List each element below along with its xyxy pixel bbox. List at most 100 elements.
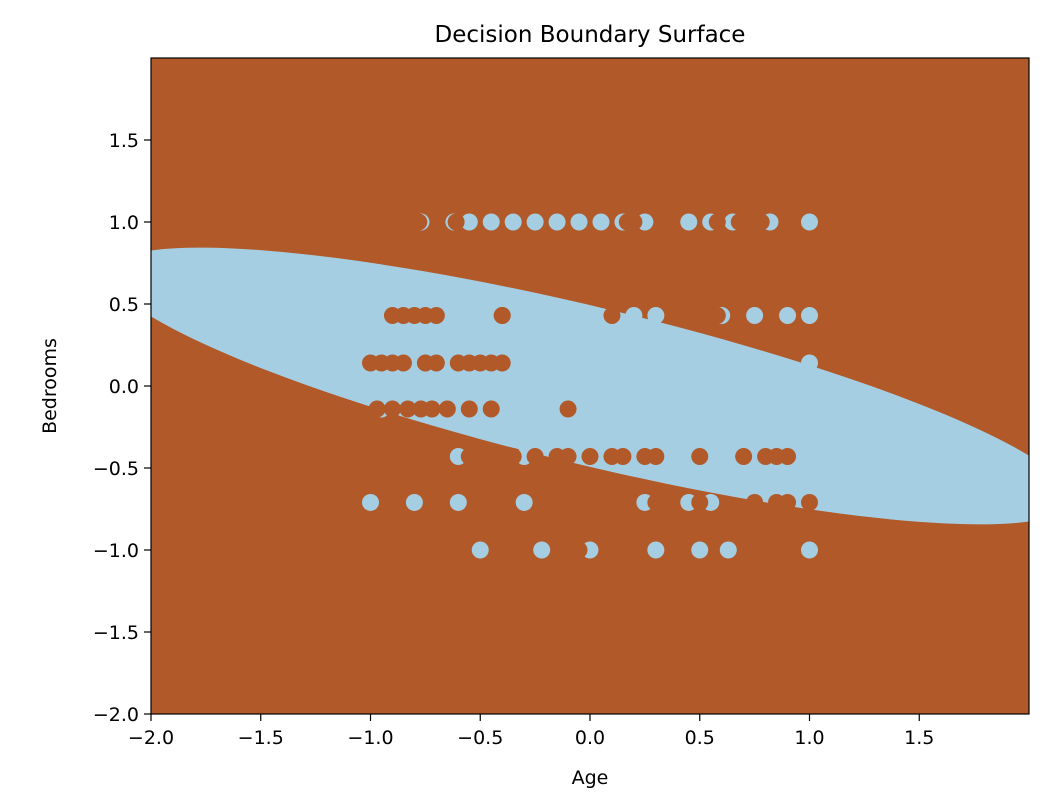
data-point-class-1 — [548, 213, 566, 231]
data-point-class-1 — [515, 493, 533, 511]
data-point-class-0 — [779, 493, 797, 511]
x-tick-label: 0.5 — [685, 727, 715, 749]
data-point-class-0 — [482, 400, 500, 418]
x-axis-ticks: −2.0 −1.5 −1.0 −0.5 0.0 0.5 1.0 1.5 — [128, 714, 934, 749]
x-tick-label: 0.0 — [575, 727, 605, 749]
y-tick-label: −2.0 — [93, 704, 139, 726]
data-point-class-0 — [498, 541, 516, 559]
data-point-class-0 — [394, 354, 412, 372]
data-point-class-1 — [366, 306, 384, 324]
data-point-class-1 — [526, 213, 544, 231]
data-point-class-0 — [779, 448, 797, 466]
chart-title: Decision Boundary Surface — [435, 22, 746, 48]
data-point-class-1 — [449, 493, 467, 511]
data-point-class-1 — [449, 306, 467, 324]
data-point-class-1 — [405, 493, 423, 511]
data-point-class-1 — [680, 213, 698, 231]
x-axis-label: Age — [572, 767, 609, 789]
y-tick-label: 1.0 — [109, 212, 139, 234]
data-point-class-0 — [410, 213, 428, 231]
data-point-class-1 — [647, 306, 665, 324]
data-point-class-1 — [537, 354, 555, 372]
data-point-class-0 — [449, 541, 467, 559]
data-point-class-0 — [581, 493, 599, 511]
data-point-class-0 — [460, 400, 478, 418]
data-point-class-1 — [691, 400, 709, 418]
data-point-class-0 — [735, 448, 753, 466]
data-point-class-1 — [719, 541, 737, 559]
data-point-class-0 — [399, 400, 417, 418]
data-point-class-1 — [471, 541, 489, 559]
data-point-class-0 — [559, 448, 577, 466]
data-point-class-1 — [625, 400, 643, 418]
data-point-class-0 — [526, 448, 544, 466]
data-point-class-1 — [581, 306, 599, 324]
data-point-class-1 — [625, 306, 643, 324]
data-point-class-0 — [708, 306, 726, 324]
data-point-class-0 — [752, 213, 770, 231]
data-point-class-0 — [691, 448, 709, 466]
data-point-class-0 — [504, 448, 522, 466]
data-point-class-0 — [368, 400, 386, 418]
data-point-class-0 — [394, 448, 412, 466]
data-point-class-0 — [647, 448, 665, 466]
x-tick-label: −1.5 — [238, 727, 284, 749]
data-point-class-1 — [801, 448, 818, 466]
data-point-class-0 — [708, 213, 726, 231]
data-point-class-0 — [383, 400, 401, 418]
data-point-class-0 — [625, 213, 643, 231]
data-point-class-0 — [447, 213, 465, 231]
data-point-class-1 — [592, 213, 610, 231]
decision-region-class-1 — [151, 247, 1029, 525]
y-tick-label: −1.0 — [93, 540, 139, 562]
plot-area — [151, 58, 1029, 714]
data-point-class-0 — [423, 400, 441, 418]
x-tick-label: 1.0 — [794, 727, 824, 749]
data-point-class-1 — [533, 541, 551, 559]
data-point-class-0 — [647, 493, 665, 511]
data-point-class-1 — [801, 541, 818, 559]
data-point-class-1 — [691, 541, 709, 559]
y-axis-label: Bedrooms — [39, 338, 61, 434]
data-point-class-1 — [482, 213, 500, 231]
data-point-class-0 — [801, 493, 818, 511]
data-point-class-0 — [471, 448, 489, 466]
data-point-class-0 — [427, 448, 445, 466]
y-tick-label: 0.5 — [109, 294, 139, 316]
data-point-class-1 — [779, 306, 797, 324]
data-point-class-0 — [412, 448, 430, 466]
y-tick-label: 0.0 — [109, 376, 139, 398]
data-point-class-1 — [713, 448, 731, 466]
data-point-class-0 — [438, 400, 456, 418]
data-point-class-1 — [801, 213, 818, 231]
data-point-class-1 — [362, 493, 379, 511]
data-point-class-0 — [559, 400, 577, 418]
data-point-class-0 — [603, 493, 621, 511]
y-tick-label: 1.5 — [109, 130, 139, 152]
y-tick-label: −1.5 — [93, 622, 139, 644]
data-point-class-1 — [735, 354, 753, 372]
data-point-class-1 — [647, 541, 665, 559]
data-point-class-1 — [603, 354, 621, 372]
data-point-class-0 — [691, 493, 709, 511]
scatter-points — [362, 213, 818, 559]
y-tick-label: −0.5 — [93, 458, 139, 480]
data-point-class-0 — [570, 541, 588, 559]
y-axis-ticks: −2.0 −1.5 −1.0 −0.5 0.0 0.5 1.0 1.5 — [93, 130, 151, 726]
x-tick-label: −2.0 — [128, 727, 174, 749]
data-point-class-1 — [801, 306, 818, 324]
data-point-class-0 — [493, 306, 511, 324]
data-point-class-1 — [801, 400, 818, 418]
data-point-class-0 — [581, 448, 599, 466]
x-tick-label: −1.0 — [347, 727, 393, 749]
data-point-class-1 — [504, 213, 522, 231]
data-point-class-0 — [603, 306, 621, 324]
data-point-class-0 — [427, 306, 445, 324]
data-point-class-0 — [614, 448, 632, 466]
data-point-class-1 — [801, 354, 818, 372]
data-point-class-1 — [746, 306, 764, 324]
data-point-class-0 — [746, 493, 764, 511]
data-point-class-0 — [559, 493, 577, 511]
data-point-class-0 — [730, 213, 748, 231]
